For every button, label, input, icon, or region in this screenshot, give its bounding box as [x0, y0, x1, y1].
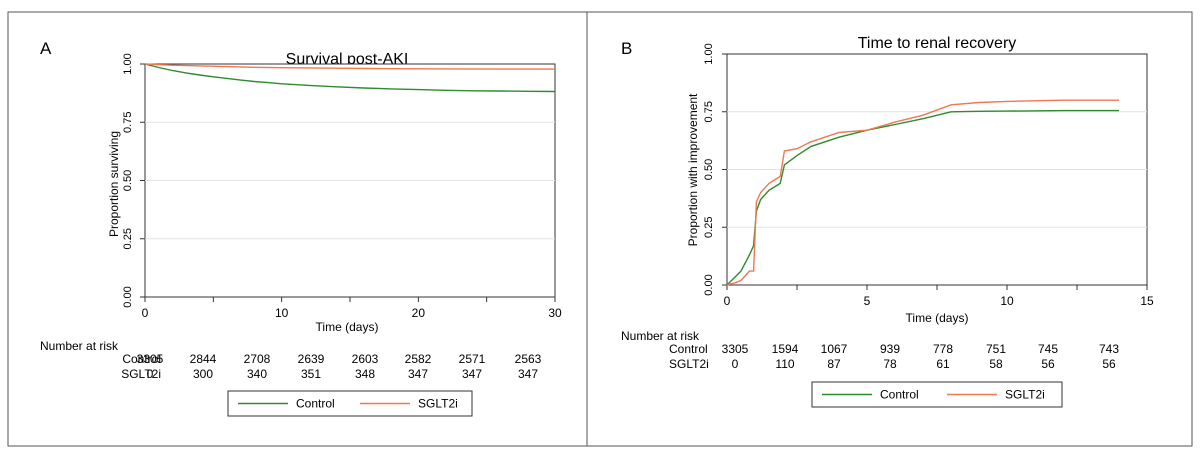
panel-b-title: Time to renal recovery [858, 35, 1017, 52]
panel-b-risk-cell: 78 [883, 357, 897, 371]
panel-a-y-tick-label: 0.75 [122, 112, 134, 133]
panel-b-y-axis-label: Proportion with improvement [686, 93, 700, 246]
panel-b-risk-cell: 110 [775, 357, 794, 371]
panel-b-y-tick-label: 0.50 [703, 159, 715, 180]
panel-b-x-axis-label: Time (days) [906, 311, 969, 325]
panel-b-risk-cell: 0 [732, 357, 739, 371]
panel-a-x-tick-label: 10 [275, 306, 289, 320]
panel-a-x-tick-label: 30 [548, 306, 562, 320]
panel-a-legend-label: Control [296, 397, 335, 411]
panel-b-x-tick-label: 15 [1140, 294, 1154, 308]
panel-a-y-tick-label: 0.25 [122, 228, 134, 249]
panel-b-risk-cell: 58 [989, 357, 1003, 371]
panel-b-series-control [726, 109, 1119, 286]
panel-a-risk-cell: 2582 [405, 352, 432, 366]
panel-a-letter: A [40, 39, 52, 58]
panel-a-series-sglt2i [144, 63, 555, 70]
panel-b-legend-label: Control [880, 388, 919, 402]
panel-a-risk-cell: 2563 [515, 352, 542, 366]
panel-b-risk-cell: 56 [1102, 357, 1116, 371]
panel-a-y-tick-label: 1.00 [122, 53, 134, 74]
panel-b: B Time to renal recovery Time (days) Pro… [621, 35, 1154, 408]
panel-a-risk-cell: 348 [355, 367, 375, 381]
panel-a-risk-cell: 340 [247, 367, 267, 381]
panel-a-series-control [144, 63, 556, 93]
panel-b-risk-cell: 745 [1038, 342, 1058, 356]
panel-a-y-tick-label: 0.50 [122, 170, 134, 191]
panel-a-risk-cell: 2844 [190, 352, 217, 366]
panel-b-risk-cell: 87 [827, 357, 841, 371]
panel-b-risk-row-label: Control [669, 342, 708, 356]
panel-a-x-tick-label: 20 [412, 306, 426, 320]
panel-b-risk-cell: 3305 [722, 342, 749, 356]
panel-b-risk-cell: 778 [933, 342, 953, 356]
panel-b-legend [811, 381, 1063, 408]
panel-a-risk-cell: 347 [408, 367, 428, 381]
panel-b-risk-header: Number at risk [621, 329, 700, 343]
panel-b-y-tick-label: 1.00 [703, 43, 715, 64]
panel-b-risk-cell: 56 [1041, 357, 1055, 371]
panel-a-y-axis-label: Proportion surviving [107, 131, 121, 237]
panel-a: A Survival post-AKI Time (days) Proporti… [40, 39, 562, 417]
panel-a-x-axis-label: Time (days) [316, 320, 379, 334]
panel-b-risk-cell: 61 [936, 357, 950, 371]
panel-b-y-tick-label: 0.00 [703, 274, 715, 295]
panel-a-risk-cell: 0 [147, 367, 154, 381]
panel-a-risk-row-label: SGLT2i [121, 367, 161, 381]
panel-a-x-tick-label: 0 [142, 306, 149, 320]
panel-b-y-tick-label: 0.25 [703, 217, 715, 238]
panel-a-legend-label: SGLT2i [418, 397, 458, 411]
panel-b-risk-cell: 743 [1099, 342, 1119, 356]
panel-a-risk-cell: 351 [301, 367, 321, 381]
panel-b-risk-row-label: SGLT2i [669, 357, 709, 371]
panel-a-risk-cell: 347 [462, 367, 482, 381]
panel-a-risk-cell: 3305 [137, 352, 164, 366]
panel-a-risk-cell: 347 [518, 367, 538, 381]
panel-b-risk-cell: 751 [986, 342, 1006, 356]
panel-b-risk-cell: 939 [880, 342, 900, 356]
panel-b-legend-label: SGLT2i [1005, 388, 1045, 402]
panel-b-x-tick-label: 0 [724, 294, 731, 308]
panel-b-y-tick-label: 0.75 [703, 101, 715, 122]
panel-a-risk-cell: 2708 [244, 352, 271, 366]
panel-a-risk-cell: 300 [193, 367, 213, 381]
panel-a-y-tick-label: 0.00 [122, 286, 134, 307]
panel-b-x-tick-label: 5 [864, 294, 871, 308]
panel-a-risk-cell: 2571 [459, 352, 486, 366]
panel-b-x-tick-label: 10 [1000, 294, 1014, 308]
figure-border [7, 11, 1193, 447]
panel-b-series-sglt2i [726, 99, 1119, 286]
panel-b-risk-cell: 1067 [821, 342, 848, 356]
panel-b-risk-cell: 1594 [772, 342, 799, 356]
panel-a-risk-header: Number at risk [40, 339, 119, 353]
panel-a-risk-cell: 2639 [298, 352, 325, 366]
panel-a-risk-row-label: Control [122, 352, 161, 366]
panel-a-risk-cell: 2603 [352, 352, 379, 366]
panel-b-letter: B [621, 39, 632, 58]
